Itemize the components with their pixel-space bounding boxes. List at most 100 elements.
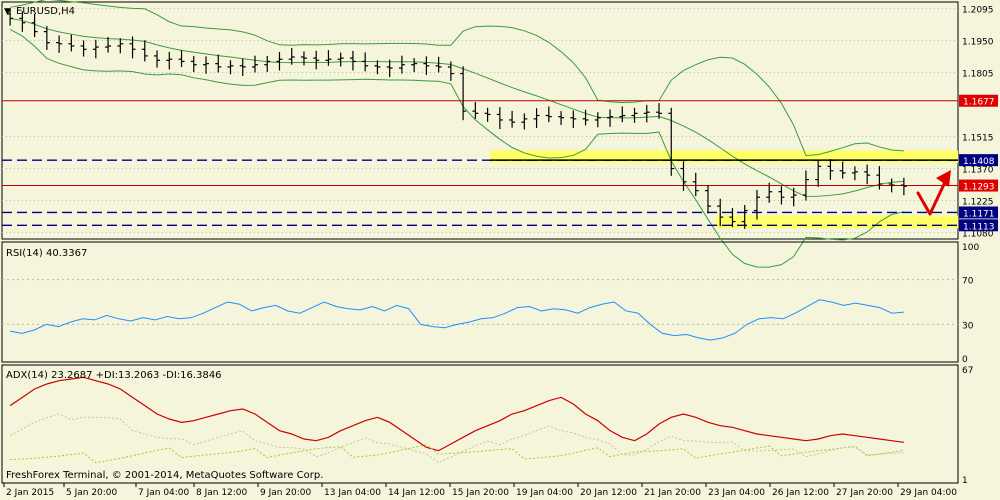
bollinger-lower [9, 28, 904, 268]
price-bar [68, 34, 75, 52]
time-tick-label: 29 Jan 04:00 [900, 488, 957, 498]
price-bar [484, 107, 491, 122]
price-tick-label: 1.2095 [962, 5, 994, 15]
price-bar [215, 54, 222, 73]
price-panel: ▼ EURUSD,H4 1.2095 1.1950 1.1805 1.1515 1.13… [1, 0, 998, 268]
price-bar [607, 109, 614, 127]
adx-axis: 67 1 [962, 366, 973, 486]
price-bar [802, 170, 809, 201]
time-tick-label: 7 Jan 04:00 [138, 488, 190, 498]
rsi-tick-label: 0 [962, 355, 968, 365]
price-axis: 1.2095 1.1950 1.1805 1.1515 1.1370 1.1225 1.10… [959, 5, 998, 240]
price-bar [851, 166, 858, 181]
price-tick-label: 1.1080 [962, 230, 994, 240]
price-bar [509, 110, 516, 128]
highlight-zone [716, 215, 958, 229]
price-bar [264, 55, 271, 73]
price-bar [92, 39, 99, 59]
price-bar [888, 178, 895, 193]
bollinger-upper [10, 0, 904, 156]
time-tick-label: 8 Jan 12:00 [196, 488, 248, 498]
price-level-label: 1.1408 [963, 157, 995, 167]
price-bar [643, 104, 650, 123]
rsi-tick-label: 30 [962, 321, 974, 331]
price-bar [190, 55, 197, 73]
bollinger-middle [10, 17, 904, 197]
price-level-badge [959, 154, 998, 167]
time-tick-label: 19 Jan 04:00 [516, 488, 573, 498]
symbol-label: EURUSD,H4 [16, 6, 75, 17]
price-bar [864, 164, 871, 185]
price-level-label: 1.1677 [963, 98, 995, 108]
price-bar [900, 177, 907, 196]
price-bar [717, 198, 724, 227]
price-levels [2, 100, 958, 226]
rsi-tick-label: 70 [962, 277, 974, 287]
adx-panel-frame [1, 364, 959, 484]
rsi-panel: RSI(14) 40.3367 100 70 30 0 [1, 241, 979, 365]
time-tick-label: 20 Jan 12:00 [580, 488, 637, 498]
price-bar [203, 56, 210, 74]
price-bar [656, 103, 663, 119]
price-bar [472, 102, 479, 119]
price-bar [839, 161, 846, 179]
dropdown-triangle-icon[interactable]: ▼ [4, 7, 11, 17]
price-bar [43, 26, 50, 50]
rsi-label: RSI(14) 40.3367 [6, 248, 87, 259]
price-bar [815, 160, 822, 187]
price-bar [337, 52, 344, 67]
price-bar [570, 110, 577, 128]
price-bar [227, 60, 234, 75]
price-bar [398, 55, 405, 74]
price-level-badge [959, 94, 998, 107]
price-bar [741, 204, 748, 229]
price-bar [766, 182, 773, 203]
time-tick-label: 14 Jan 12:00 [388, 488, 445, 498]
price-bar [313, 50, 320, 70]
rsi-axis: 100 70 30 0 [962, 243, 979, 365]
price-bar [31, 13, 38, 38]
price-bar [496, 107, 503, 130]
price-bar [251, 55, 258, 73]
price-bar [129, 36, 136, 59]
di-plus-line [10, 444, 904, 464]
price-bar [411, 58, 418, 73]
time-tick-label: 9 Jan 20:00 [260, 488, 312, 498]
rsi-line [9, 299, 905, 341]
price-bar [704, 185, 711, 214]
rsi-panel-frame [1, 241, 959, 363]
price-bar [349, 50, 356, 71]
price-panel-frame [1, 1, 959, 240]
rsi-tick-label: 100 [962, 243, 979, 253]
time-tick-label: 26 Jan 12:00 [772, 488, 829, 498]
adx-line [9, 376, 904, 452]
price-bar [545, 106, 552, 123]
copyright-text: FreshForex Terminal, © 2001-2014, MetaQu… [6, 470, 323, 481]
price-bar [827, 159, 834, 180]
price-bar [325, 50, 332, 66]
price-level-label: 1.1113 [963, 222, 995, 232]
price-bar [521, 113, 528, 130]
price-bar [386, 59, 393, 78]
price-bar [594, 112, 601, 128]
time-tick-label: 13 Jan 04:00 [324, 488, 381, 498]
price-bar [619, 106, 626, 123]
price-bar [239, 58, 246, 76]
price-bar [80, 40, 87, 57]
price-bar [435, 56, 442, 73]
time-axis: 2 Jan 2015 5 Jan 20:00 7 Jan 04:00 8 Jan 12… [3, 483, 957, 498]
rsi-grid [2, 279, 958, 325]
time-tick-label: 23 Jan 04:00 [708, 488, 765, 498]
adx-label: ADX(14) 23.2687 +DI:13.2063 -DI:16.3846 [6, 370, 222, 381]
price-bar [558, 111, 565, 126]
adx-panel: ADX(14) 23.2687 +DI:13.2063 -DI:16.3846 … [1, 364, 973, 486]
price-bar [631, 107, 638, 123]
price-bar [7, 8, 14, 26]
price-bar [876, 166, 883, 190]
price-bar [692, 172, 699, 197]
time-tick-label: 15 Jan 20:00 [452, 488, 509, 498]
price-tick-label: 1.1225 [962, 198, 994, 208]
forecast-arrowhead [936, 170, 951, 187]
price-bar [374, 60, 381, 75]
adx-tick-label: 1 [962, 476, 968, 486]
